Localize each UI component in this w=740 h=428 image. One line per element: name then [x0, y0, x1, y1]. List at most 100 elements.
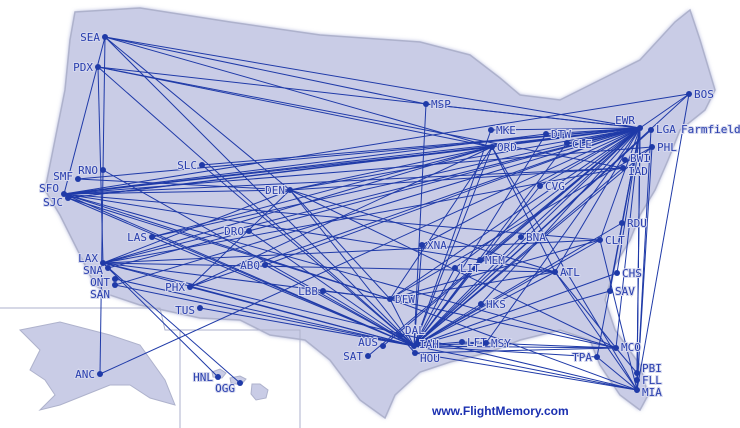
airport-label: SEA	[80, 31, 100, 44]
airport-dot	[412, 350, 418, 356]
airport-clt[interactable]: CLT	[597, 233, 626, 248]
route-den-ord	[289, 146, 493, 191]
airport-ont[interactable]: ONT	[89, 275, 118, 290]
airport-dot	[215, 374, 221, 380]
airport-dfw[interactable]: DFW	[387, 292, 416, 307]
airport-dot	[477, 257, 483, 263]
airport-sea[interactable]: SEA	[79, 30, 108, 45]
airport-fll[interactable]: FLL	[634, 373, 663, 388]
airport-mco[interactable]: MCO	[613, 340, 642, 355]
route-ewr-sea	[104, 36, 641, 129]
airport-den[interactable]: DEN	[264, 183, 293, 198]
airport-cle[interactable]: CLE	[564, 137, 593, 152]
airport-tus[interactable]: TUS	[174, 303, 203, 318]
overflow-label: Farmfield,	[681, 123, 740, 136]
airport-cvg[interactable]: CVG	[537, 179, 566, 194]
airport-bwi[interactable]: BWI	[622, 151, 651, 166]
airport-xna[interactable]: XNA	[419, 238, 448, 253]
route-sea-anc	[99, 36, 106, 375]
airport-chs[interactable]: CHS	[614, 266, 643, 281]
airport-ogg[interactable]: OGG	[214, 380, 243, 396]
route-dfw-atl	[389, 271, 556, 300]
airport-hks[interactable]: HKS	[478, 297, 507, 312]
airport-lit[interactable]: LIT	[452, 261, 481, 276]
airport-dro[interactable]: DRO	[223, 224, 252, 239]
airport-dot	[452, 265, 458, 271]
airport-lga[interactable]: LGA	[648, 122, 677, 137]
credit-link[interactable]: www.FlightMemory.com	[431, 404, 569, 418]
airport-mem[interactable]: MEM	[477, 253, 506, 268]
airport-smf[interactable]: SMF	[52, 169, 81, 184]
airport-msy[interactable]: MSY	[483, 336, 512, 351]
airport-label: BOS	[694, 88, 714, 101]
route-ewr-mke	[490, 127, 641, 131]
airport-hnl[interactable]: HNL	[192, 370, 221, 385]
airport-lax[interactable]: LAX	[77, 251, 106, 266]
airport-label: LIT	[460, 262, 480, 275]
airport-dot	[564, 140, 570, 146]
airport-rdu[interactable]: RDU	[619, 216, 648, 231]
airport-las[interactable]: LAS	[126, 230, 155, 245]
airport-mke[interactable]: MKE	[488, 123, 517, 138]
airport-aus[interactable]: AUS	[357, 335, 386, 350]
airport-dot	[634, 387, 640, 393]
route-den-dfw	[289, 189, 391, 300]
airport-label: LBB	[298, 285, 318, 298]
inset-border	[165, 329, 301, 428]
airport-label: CVG	[545, 180, 565, 193]
route-tpa-mia	[596, 356, 638, 391]
airport-mia[interactable]: MIA	[634, 385, 663, 400]
airport-label: IAH	[419, 338, 439, 351]
airport-abq[interactable]: ABQ	[239, 258, 268, 273]
airport-dtw[interactable]: DTW	[543, 127, 572, 142]
airport-dot	[489, 144, 495, 150]
airport-bna[interactable]: BNA	[518, 230, 547, 245]
airport-iad[interactable]: IAD	[620, 164, 649, 179]
airport-san[interactable]: SAN	[89, 282, 118, 302]
airport-dal[interactable]: DAL	[397, 323, 426, 339]
airport-anc[interactable]: ANC	[74, 367, 103, 382]
airport-rno[interactable]: RNO	[77, 163, 106, 178]
airport-label: HKS	[486, 298, 506, 311]
airport-ord[interactable]: ORD	[489, 140, 518, 155]
airport-atl[interactable]: ATL	[552, 265, 581, 280]
airport-dot	[380, 343, 386, 349]
route-sfo-clt	[63, 193, 601, 241]
route-lga-mia	[636, 129, 652, 391]
route-ewr-cvg	[539, 127, 641, 187]
airport-ewr[interactable]: EWR	[614, 113, 643, 131]
airport-label: CHS	[622, 267, 642, 280]
airport-dot	[320, 288, 326, 294]
airport-label: DFW	[395, 293, 415, 306]
airport-iah[interactable]: IAH	[411, 337, 440, 352]
airport-dot	[387, 296, 393, 302]
airport-msp[interactable]: MSP	[423, 97, 452, 112]
airport-phl[interactable]: PHL	[649, 140, 678, 155]
airport-lft[interactable]: LFT	[459, 335, 488, 350]
route-sfo-ord	[63, 146, 493, 195]
airport-slc[interactable]: SLC	[176, 158, 205, 173]
route-ord-lax	[102, 146, 493, 264]
airport-label: DTW	[551, 128, 571, 141]
airport-pbi[interactable]: PBI	[634, 361, 663, 376]
airport-sjc[interactable]: SJC	[42, 195, 71, 210]
airport-dot	[597, 237, 603, 243]
airport-label: MKE	[496, 124, 516, 137]
airport-sfo[interactable]: SFO	[38, 181, 67, 197]
airport-sat[interactable]: SAT	[342, 349, 371, 364]
airport-tpa[interactable]: TPA	[571, 350, 600, 365]
airport-sna[interactable]: SNA	[82, 263, 111, 278]
airport-label: SLC	[177, 159, 197, 172]
route-iah-mke	[413, 129, 492, 347]
airport-phx[interactable]: PHX	[164, 280, 193, 295]
route-bos-mia	[636, 93, 690, 391]
airport-hou[interactable]: HOU	[412, 350, 441, 366]
airport-lbb[interactable]: LBB	[297, 284, 326, 299]
contiguous-us-land	[44, 7, 716, 420]
airport-sav[interactable]: SAV	[607, 284, 636, 299]
route-ewr-xna	[421, 127, 641, 246]
route-ewr-cle	[566, 127, 641, 144]
airport-bos[interactable]: BOS	[686, 87, 715, 102]
airport-pdx[interactable]: PDX	[72, 60, 101, 75]
route-lax-ogg	[102, 262, 241, 384]
